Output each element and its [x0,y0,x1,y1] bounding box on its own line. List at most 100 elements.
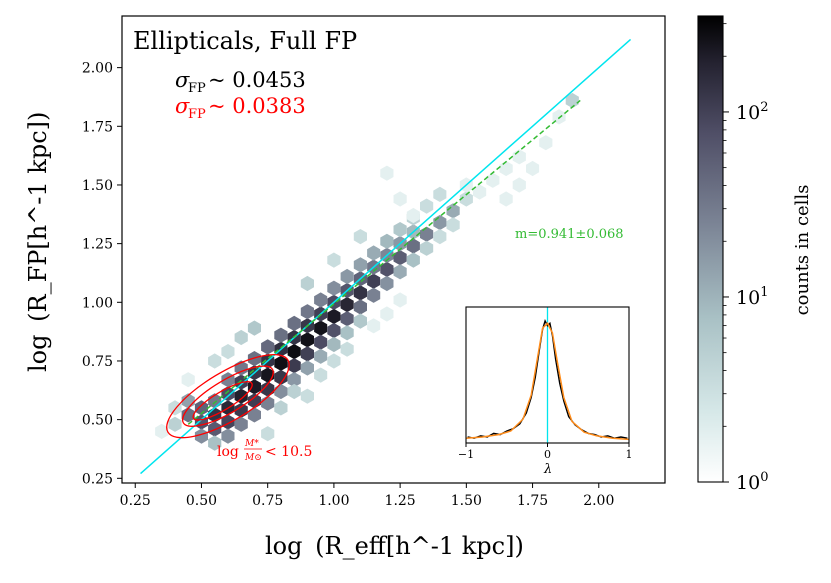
hexbin-cell [353,313,367,329]
sigma-lowmass-symbol: σ [175,94,190,118]
hexbin-cell [539,135,553,151]
colorbar-ticks: 100 101 102 [723,23,768,494]
hexbin-cell [433,186,447,202]
hexbin-cell [234,416,248,432]
hexbin-cell [393,292,407,308]
hexbin-cell [314,367,328,383]
hexbin-cell [208,421,222,437]
colorbar-tick-label: 102 [736,100,768,124]
hexbin-cell [406,207,420,224]
x-tick-label: 2.00 [583,493,614,509]
hexbin-cell [420,240,434,256]
x-tick-label: 1.50 [451,493,482,509]
y-tick-label: 1.75 [82,119,113,135]
hexbin-cell [287,344,301,360]
x-tick-label: 1.25 [385,493,416,509]
hexbin-cell [499,160,513,177]
hexbin-cell [367,273,381,289]
y-axis-label-log: log [24,335,52,373]
hexbin-cell [314,348,328,364]
hexbin-cell [433,214,447,231]
hexbin-cell [367,287,381,303]
inset-x-label: λ [543,462,552,477]
hexbin-cell [234,388,248,404]
hexbin-cell [406,238,420,254]
x-axis-label-quantity: (R_eff[h^-1 kpc]) [315,532,524,560]
hexbin-cell [274,383,288,400]
hexbin-cell [221,428,235,444]
hexbin-cell [168,416,182,432]
sigma-full-sub: FP [188,81,206,96]
hexbin-cell [340,325,354,341]
hexbin-cell [459,191,473,207]
hexbin-cell [327,252,341,268]
hexbin-cell [274,369,288,385]
hexbin-cell [314,334,328,350]
hexbin-cell [181,372,195,388]
hexbin-cell [208,435,222,451]
y-tick-label: 1.50 [82,178,113,194]
hexbin-cell [340,268,354,285]
hexbin-cell [353,285,367,301]
hexbin-cell [446,217,460,233]
hexbin-cell [380,306,394,322]
hexbin-cell [274,400,288,416]
hexbin-cell [261,426,275,442]
hexbin-cell [247,407,261,423]
hexbin-cell [287,383,301,400]
hexbin-cell [340,311,354,327]
hexbin-cell [208,353,222,369]
hexbin-cell [155,423,169,439]
hexbin-cell [287,315,301,331]
hexbin-cell [526,160,540,177]
x-axis-label: log (R_eff[h^-1 kpc]) [265,532,524,560]
hexbin-cell [393,191,407,207]
hexbin-cell [300,388,314,404]
sigma-full-symbol: σ [175,68,190,92]
y-axis-label: log (R_FP[h^-1 kpc]) [24,112,52,372]
hexbin-cell [261,381,275,397]
hexbin-cell [287,358,301,374]
hexbin-cell [393,222,407,238]
inset-x-tick-label: 0 [544,448,551,461]
line-layer [140,38,632,475]
hexbin-cell [300,360,314,376]
hexbin-cell [181,407,195,423]
hexbin-cell [353,299,367,315]
sigma-lowmass-value: ~ 0.0383 [208,94,306,118]
mass-cut-label: log M* M⊙ < 10.5 [217,439,312,463]
hexbin-cell [380,261,394,277]
hexbin-cell [393,264,407,280]
hexbin-cell [380,165,394,181]
hexbin-cell [393,250,407,266]
hexbin-cell [327,353,341,369]
hexbin-cell [314,292,328,308]
hexbin-cell [194,400,208,416]
y-tick-label: 0.75 [82,354,113,370]
colorbar: 100 101 102 counts in cells [697,15,813,494]
hexbin-cell [446,203,460,219]
hexbin-cell [340,341,354,357]
x-tick-label: 1.00 [318,493,349,509]
mass-contour-3 [192,381,253,421]
hexbin-cell [565,92,579,109]
hexbin-cell [261,395,275,411]
hexbin-cell [274,355,288,371]
inset-lines [466,307,629,443]
hexbin-cell [512,177,526,193]
hexbin-cell [433,229,447,245]
hexbin-cell [367,318,381,334]
inset-fit-curve [466,322,629,441]
hexbin-cell [274,327,288,343]
sigma-lowmass-sub: FP [188,107,206,122]
sigma-lowmass-annotation: σ FP ~ 0.0383 [175,94,306,122]
hexbin-cell [287,372,301,388]
hexbin-cell [353,257,367,273]
mass-cut-numerator: M* [244,439,259,449]
inset-x-tick-label: 1 [626,448,633,461]
hexbin-cell [300,304,314,320]
hexbin-cell [314,320,328,336]
hexbin-cell [512,149,526,165]
hexbin-cell [340,297,354,313]
